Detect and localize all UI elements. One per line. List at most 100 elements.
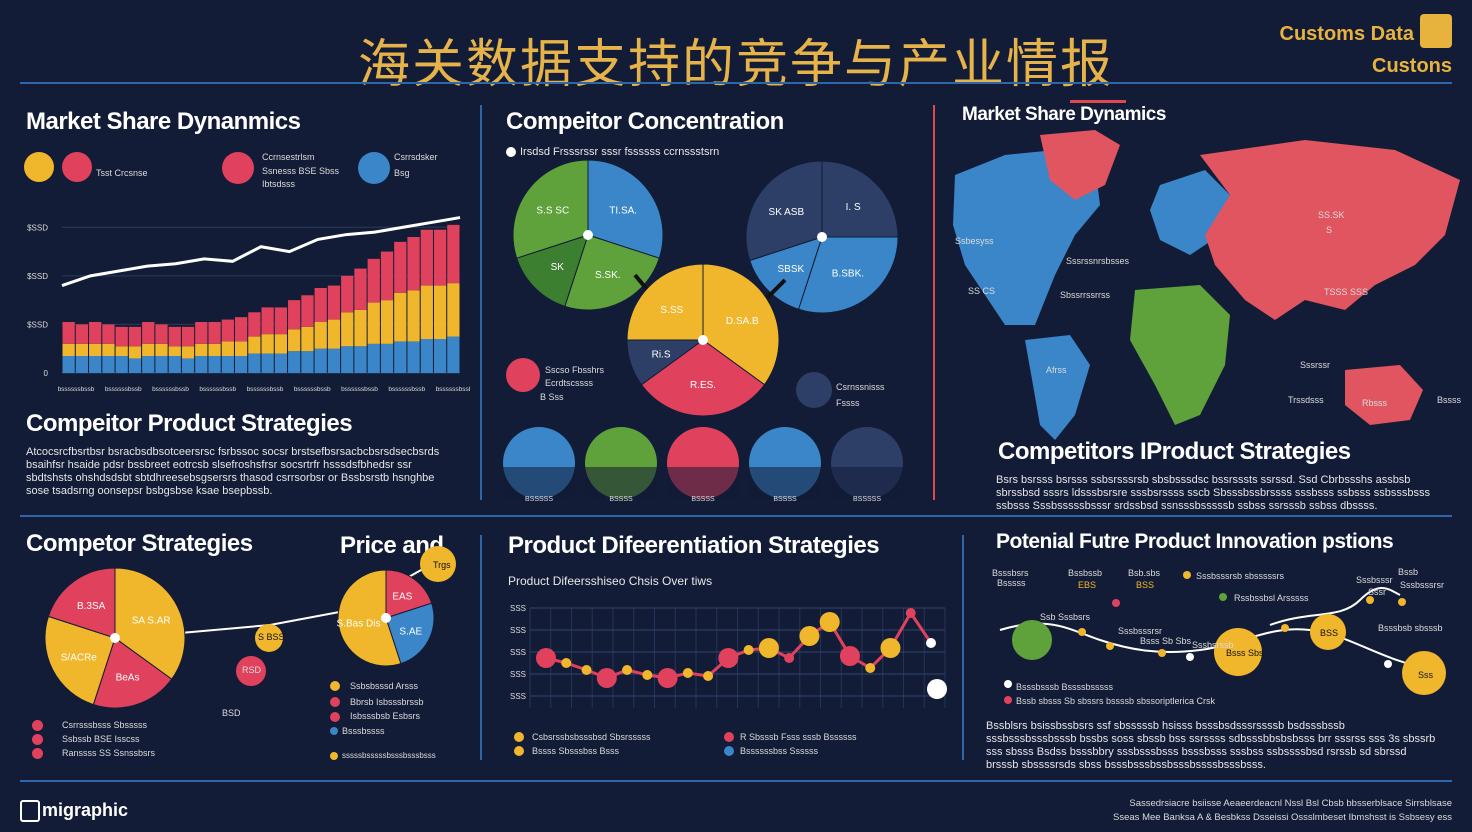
data-point <box>703 671 714 681</box>
footer-note-1: Sassedrsiacre bsiisse Aeaeerdeacnl Nssl … <box>1129 798 1452 809</box>
map-label: TSSS SSS <box>1324 287 1369 297</box>
footer-logo-icon <box>20 800 40 822</box>
bar <box>407 341 420 373</box>
bar <box>367 343 380 373</box>
bar <box>155 356 168 373</box>
map-label: Ssbesyss <box>955 236 994 246</box>
node-icon <box>236 656 266 686</box>
data-point <box>905 608 916 618</box>
legend-label: Bsssbssss <box>342 726 385 736</box>
strategy-pie-b-slice <box>385 569 433 619</box>
differentiation-line-chart: SSS SSS SSS SSS SSS <box>510 604 947 708</box>
data-point <box>743 645 754 655</box>
pie-b-label: I. S <box>846 202 861 213</box>
timeline-label: Ssb Sssbsrs <box>1040 612 1091 622</box>
bubble-shade <box>585 467 657 499</box>
data-point <box>581 665 592 675</box>
panel3-title: Market Share Dynamics <box>962 104 1166 125</box>
node-label: BSD <box>222 708 241 718</box>
bar <box>341 312 354 347</box>
legend-swatch <box>514 746 524 756</box>
price-node <box>420 546 456 582</box>
bar <box>142 356 155 373</box>
footer-logo: migraphic <box>42 800 129 820</box>
bar <box>248 312 261 337</box>
region-asia <box>1200 140 1460 320</box>
data-point <box>657 668 678 688</box>
map-label: Trssdsss <box>1288 395 1324 405</box>
bar <box>380 251 394 301</box>
bar <box>394 241 407 293</box>
bubble-shade <box>749 467 821 499</box>
bar <box>115 326 128 347</box>
pie-b-slice <box>821 160 899 238</box>
strategy-pie-a-slice <box>92 637 173 709</box>
bar <box>115 346 128 356</box>
bar <box>354 309 367 347</box>
pie-a-label: S.S SC <box>536 205 569 216</box>
bar <box>62 322 75 344</box>
strategy-pies: SA S.AR BeAs S/ACRe B.3SA EAS S.AE S.Bas Dis <box>44 546 456 709</box>
data-point <box>642 670 653 680</box>
panel1-title: Market Share Dynanmics <box>26 108 301 135</box>
x-tick-label: bssssssbssb <box>436 386 470 393</box>
data-point <box>622 665 633 675</box>
node-label: RSD <box>242 665 262 675</box>
bar <box>208 356 221 373</box>
bar <box>181 346 195 359</box>
timeline-label: Bsssss <box>997 578 1026 588</box>
pie-b-label: B.SBK. <box>832 269 864 280</box>
data-point <box>927 679 947 699</box>
legend-swatch <box>330 681 340 691</box>
bar <box>367 302 380 344</box>
bubble-shade <box>831 467 903 499</box>
innovation-timeline <box>999 571 1446 704</box>
bar <box>89 356 102 373</box>
timeline-label: Bssb <box>1398 567 1419 577</box>
panel4-title: Competor Strategies <box>26 530 253 557</box>
bar <box>274 353 288 373</box>
title-accent <box>1070 100 1126 103</box>
y-tick-label: SSS <box>510 626 526 635</box>
bar <box>433 285 447 339</box>
data-point <box>758 638 779 658</box>
bar <box>327 319 341 349</box>
data-point <box>865 663 876 673</box>
node-label: S BSS <box>258 632 285 642</box>
map-label: Afrss <box>1046 365 1067 375</box>
bar <box>447 283 460 337</box>
divider <box>480 105 482 500</box>
timeline-label: Sss <box>1418 670 1434 680</box>
bar <box>433 339 447 373</box>
legend-label: Sscso Fbsshrs <box>545 365 605 375</box>
pie-c-label: R.ES. <box>690 380 716 391</box>
bar <box>301 295 314 327</box>
bar <box>447 336 460 373</box>
bubble-row: BSSSSS BSSSS BSSSS BSSSS BSSSSS <box>503 427 903 503</box>
footer-note-2: Sseas Mee Banksa A & Besbkss Dsseissi Os… <box>1113 812 1452 823</box>
bar <box>341 275 354 313</box>
legend-label: Bssssssbss Ssssss <box>740 746 819 756</box>
bullet-icon <box>506 147 516 157</box>
bar <box>75 324 89 344</box>
panel6-text: Bssblsrs bsissbssbsrs ssf sbsssssb hsiss… <box>986 720 1436 771</box>
node-icon <box>255 624 283 652</box>
bar <box>195 356 208 373</box>
map-label: Sssrssnrsbsses <box>1066 256 1130 266</box>
strategy-pie-a-label: SA S.AR <box>132 616 171 627</box>
timeline-label: Bsb.sbs <box>1128 568 1161 578</box>
pie-c-center <box>698 335 708 345</box>
legend-label: Tsst Crcsnse <box>96 168 148 178</box>
bar <box>274 307 288 335</box>
map-label: Bssss <box>1437 395 1462 405</box>
pie-a-label: S.SK. <box>595 270 621 281</box>
bar <box>89 322 102 344</box>
bar <box>407 290 420 342</box>
panel6-title: Potenial Futre Product Innovation pstion… <box>996 530 1394 553</box>
timeline-label: Bsssbsrs <box>992 568 1029 578</box>
bar <box>195 343 208 356</box>
bar <box>102 324 115 344</box>
strategy-pie-b-slice <box>337 569 402 667</box>
legend-swatch <box>514 732 524 742</box>
data-point <box>718 648 739 668</box>
